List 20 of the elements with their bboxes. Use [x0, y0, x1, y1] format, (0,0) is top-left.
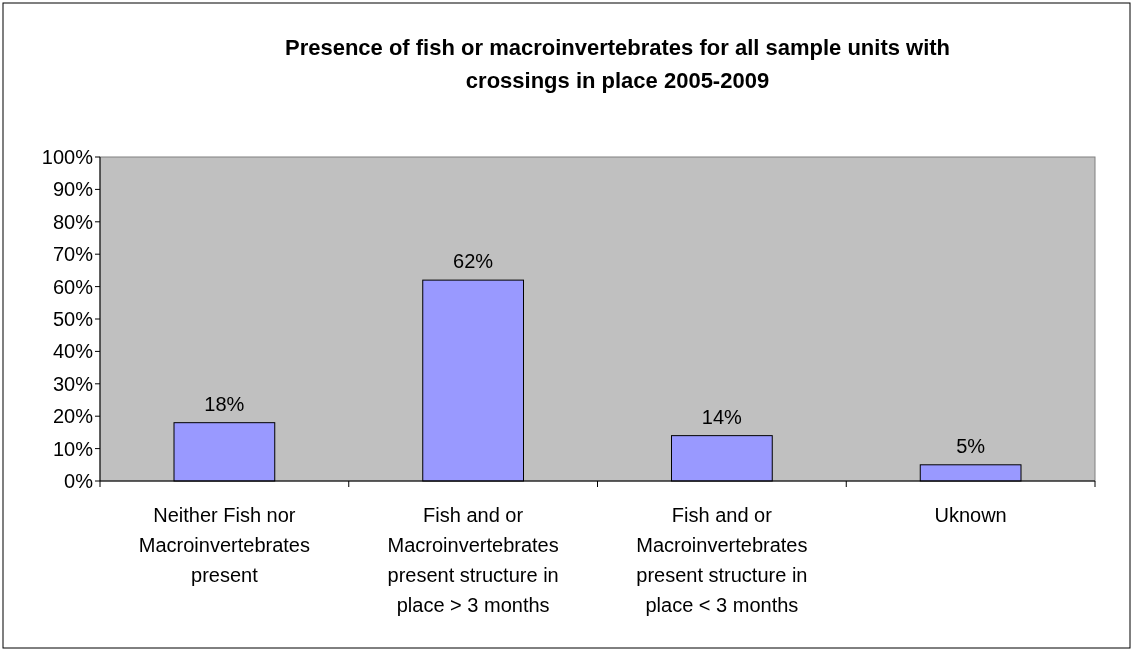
- data-label: 5%: [956, 434, 986, 457]
- y-tick-label: 0%: [64, 470, 94, 492]
- y-tick-label: 50%: [52, 308, 94, 330]
- y-tick-label: 70%: [52, 243, 94, 266]
- x-tick-label: Neither Fish nor Macroinvertebrates present: [138, 504, 310, 586]
- chart-title: Presence of fish or macroinvertebrates for all sample units with crossings in place 2005-2009: [284, 35, 951, 93]
- y-tick-label: 60%: [52, 275, 94, 298]
- x-tick-label: Fish and or Macroinvertebrates present structure in place > 3 months: [387, 504, 559, 616]
- y-tick-label: 30%: [52, 372, 94, 395]
- y-tick-label: 100%: [41, 146, 94, 168]
- x-tick-label: Fish and or Macroinvertebrates present structure in place < 3 months: [636, 504, 808, 616]
- y-tick-label: 40%: [52, 340, 94, 363]
- y-tick-label: 80%: [52, 210, 94, 233]
- data-label: 18%: [204, 392, 245, 415]
- data-label: 14%: [701, 405, 743, 428]
- y-tick-label: 20%: [52, 405, 94, 428]
- y-tick-label: 10%: [52, 437, 94, 460]
- data-label: 62%: [453, 250, 494, 273]
- x-tick-label: Uknown: [934, 504, 1007, 526]
- y-tick-label: 90%: [52, 178, 94, 201]
